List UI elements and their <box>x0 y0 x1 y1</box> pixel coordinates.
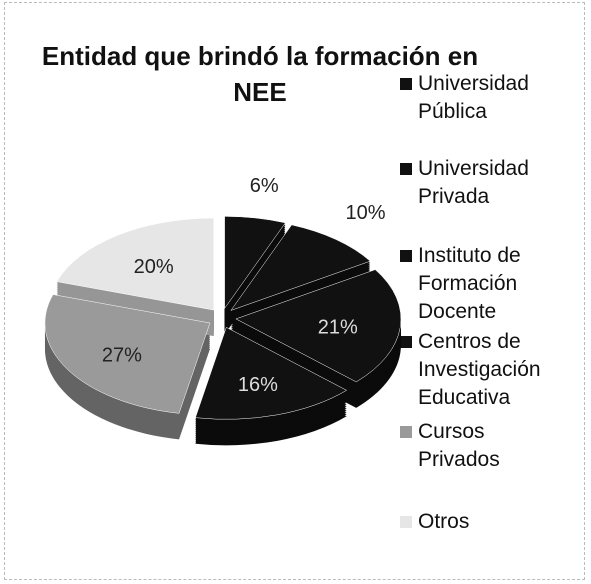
legend-item: Instituto de Formación Docente <box>400 242 570 326</box>
pie-slice <box>195 326 348 420</box>
legend-label: Instituto de Formación Docente <box>418 244 521 323</box>
chart-frame <box>4 2 585 580</box>
legend-label: Cursos Privados <box>418 420 500 471</box>
data-label: 27% <box>102 344 142 366</box>
legend-swatch <box>400 516 412 528</box>
legend-swatch <box>400 250 412 262</box>
data-label: 10% <box>346 202 386 224</box>
data-label: 16% <box>238 374 278 396</box>
legend-item: Universidad Privada <box>400 155 570 211</box>
legend-swatch <box>400 336 412 348</box>
legend-swatch <box>400 78 412 90</box>
legend-label: Centros de Investigación Educativa <box>418 330 541 409</box>
legend-label: Universidad Pública <box>418 72 529 123</box>
pie-slice <box>230 224 371 311</box>
legend-label: Universidad Privada <box>418 157 529 208</box>
legend-swatch <box>400 426 412 438</box>
legend-item: Universidad Pública <box>400 70 570 126</box>
legend-item: Cursos Privados <box>400 418 570 474</box>
data-label: 20% <box>134 256 174 278</box>
pie-slice <box>56 217 215 311</box>
data-label: 6% <box>250 175 279 197</box>
chart-title: Entidad que brindó la formación en NEE <box>41 41 479 107</box>
legend-swatch <box>400 163 412 175</box>
pie-slice <box>224 216 286 310</box>
legend-item: Centros de Investigación Educativa <box>400 328 570 412</box>
pie-slice <box>44 294 211 414</box>
legend-item: Otros <box>400 508 570 536</box>
data-label: 21% <box>318 317 358 339</box>
pie-slice <box>235 269 402 383</box>
legend-label: Otros <box>418 510 470 533</box>
